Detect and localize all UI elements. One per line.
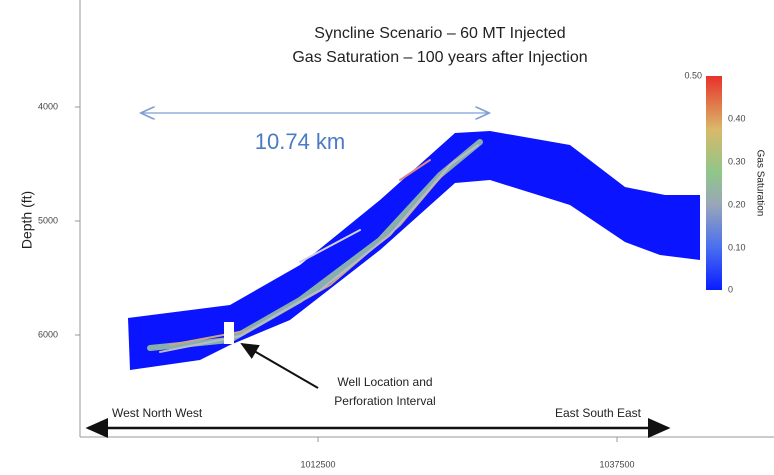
y-tick-label: 6000 bbox=[38, 329, 58, 339]
x-tick-label: 1037500 bbox=[599, 459, 634, 469]
colorbar-tick-label: 0.40 bbox=[728, 113, 746, 123]
colorbar-tick-label: 0.20 bbox=[728, 199, 746, 209]
colorbar-tick-label: 0.30 bbox=[728, 156, 746, 166]
east-label: East South East bbox=[555, 406, 642, 420]
distance-label: 10.74 km bbox=[255, 129, 346, 154]
x-tick-label: 1012500 bbox=[300, 459, 335, 469]
well-arrow bbox=[240, 342, 319, 389]
colorbar-tick-label: 0.10 bbox=[728, 242, 746, 252]
west-label: West North West bbox=[112, 406, 203, 420]
well-label: Perforation Interval bbox=[334, 394, 435, 408]
y-tick-label: 4000 bbox=[38, 101, 58, 111]
well-label: Well Location and bbox=[337, 375, 432, 389]
formation bbox=[128, 131, 700, 370]
well bbox=[224, 322, 234, 344]
colorbar-label: Gas Saturation bbox=[754, 150, 765, 217]
title-line: Syncline Scenario – 60 MT Injected bbox=[314, 25, 565, 42]
y-axis-label: Depth (ft) bbox=[19, 191, 35, 249]
colorbar bbox=[706, 76, 722, 290]
colorbar-tick-label: 0.50 bbox=[684, 70, 702, 80]
y-tick-label: 5000 bbox=[38, 215, 58, 225]
title-line: Gas Saturation – 100 years after Injecti… bbox=[292, 49, 587, 66]
colorbar-tick-label: 0 bbox=[728, 284, 733, 294]
